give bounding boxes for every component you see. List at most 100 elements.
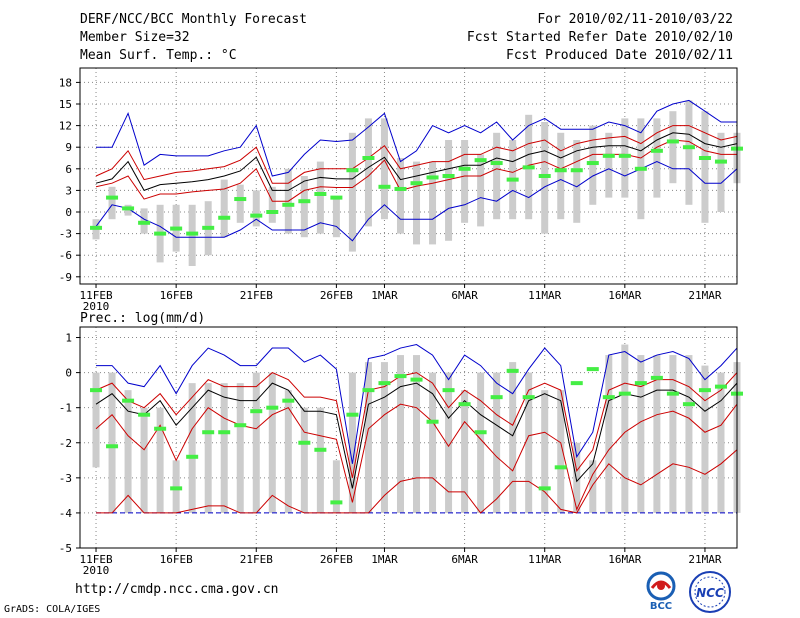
prec-median-mark bbox=[586, 367, 599, 372]
prec-range-bar bbox=[445, 372, 453, 513]
prec-median-mark bbox=[474, 430, 487, 435]
forecast-range: For 2010/02/11-2010/03/22 bbox=[537, 12, 733, 27]
temp-range-bar bbox=[557, 132, 565, 220]
prec-range-bar bbox=[413, 355, 421, 513]
temp-ytick-label: 0 bbox=[65, 206, 72, 219]
temp-range-bar bbox=[236, 184, 244, 223]
temp-range-bar bbox=[316, 161, 324, 234]
temp-median-mark bbox=[186, 231, 199, 236]
prec-range-bar bbox=[92, 372, 100, 468]
prec-median-mark bbox=[714, 384, 727, 389]
prec-median-mark bbox=[314, 447, 327, 452]
temp-median-mark bbox=[90, 225, 103, 230]
prec-median-mark bbox=[618, 391, 631, 396]
temp-xtick-label: 6MAR bbox=[451, 289, 478, 302]
prec-median-mark bbox=[234, 423, 247, 428]
prec-xtick-year: 2010 bbox=[83, 564, 110, 577]
prec-range-bar bbox=[541, 390, 549, 513]
temp-range-bar bbox=[669, 111, 677, 184]
temp-xtick-label: 21FEB bbox=[240, 289, 273, 302]
temp-range-bar bbox=[477, 154, 485, 227]
prec-median-mark bbox=[490, 395, 503, 400]
prec-frame bbox=[79, 326, 738, 549]
temp-ytick-label: 9 bbox=[65, 141, 72, 154]
source-url[interactable]: http://cmdp.ncc.cma.gov.cn bbox=[75, 582, 279, 597]
chart-title: DERF/NCC/BCC Monthly Forecast bbox=[80, 12, 307, 27]
temp-range-bar bbox=[396, 158, 404, 234]
temp-ytick-label: -6 bbox=[59, 249, 72, 262]
prec-range-bar bbox=[573, 442, 581, 513]
temp-range-bar bbox=[252, 190, 260, 227]
prec-median-mark bbox=[298, 440, 311, 445]
temp-range-bar bbox=[589, 125, 597, 205]
prec-range-bar bbox=[268, 372, 276, 513]
prec-median-mark bbox=[330, 500, 343, 505]
prec-ytick-label: 1 bbox=[65, 332, 72, 345]
prec-range-bar bbox=[477, 372, 485, 513]
prec-range-bar bbox=[332, 460, 340, 513]
prec-median-mark bbox=[186, 454, 199, 459]
temp-ytick-label: 15 bbox=[59, 98, 72, 111]
prec-median-mark bbox=[378, 381, 391, 386]
prec-ytick-label: -2 bbox=[59, 437, 72, 450]
temp-upper-line bbox=[95, 125, 738, 184]
temp-median-mark bbox=[538, 174, 551, 178]
start-date: Fcst Started Refer Date 2010/02/10 bbox=[466, 30, 733, 45]
prec-range-bar bbox=[236, 383, 244, 513]
temp-median-mark bbox=[586, 161, 599, 166]
prec-median-mark bbox=[570, 381, 583, 386]
temp-xtick-label: 1MAR bbox=[371, 289, 398, 302]
prec-ytick-label: -5 bbox=[59, 542, 72, 555]
temp-median-mark bbox=[458, 166, 471, 171]
prec-range-bar bbox=[124, 390, 132, 513]
prec-median-mark bbox=[154, 426, 167, 431]
temp-range-bar bbox=[573, 140, 581, 223]
temp-median-mark bbox=[714, 159, 727, 164]
temp-frame bbox=[79, 67, 738, 285]
ncc-logo-text: NCC bbox=[696, 586, 724, 600]
temp-median-mark bbox=[250, 213, 263, 218]
prec-median-mark bbox=[266, 405, 279, 410]
prec-median-mark bbox=[410, 377, 423, 382]
bcc-logo: BCC bbox=[646, 571, 676, 612]
prec-xtick-label: 11FEB bbox=[79, 553, 112, 566]
prec-median-mark bbox=[554, 465, 567, 470]
prec-median-mark bbox=[202, 430, 215, 435]
temp-median-mark bbox=[330, 195, 343, 200]
temp-range-bar bbox=[348, 132, 356, 252]
prec-median-mark bbox=[106, 444, 119, 449]
temp-median-mark bbox=[106, 195, 119, 200]
temp-range-bar bbox=[717, 132, 725, 212]
ncc-logo: NCC bbox=[689, 571, 731, 613]
prec-xtick-label: 6MAR bbox=[451, 553, 478, 566]
temp-median-mark bbox=[378, 184, 391, 189]
temp-median-mark bbox=[474, 158, 487, 163]
prec-range-bar bbox=[685, 355, 693, 513]
prec-median-mark bbox=[250, 409, 263, 414]
temp-range-bar bbox=[380, 118, 388, 220]
prec-range-bar bbox=[348, 372, 356, 513]
prec-range-bar bbox=[220, 383, 228, 513]
temp-xtick-label: 16MAR bbox=[608, 289, 641, 302]
prec-ytick-label: 0 bbox=[65, 367, 72, 380]
temp-ytick-label: -3 bbox=[59, 228, 72, 241]
temp-range-bar bbox=[493, 132, 501, 220]
temp-median-mark bbox=[218, 215, 231, 220]
temp-range-bar bbox=[300, 176, 308, 238]
temp-median-mark bbox=[394, 186, 407, 191]
prec-xtick-label: 1MAR bbox=[371, 553, 398, 566]
prec-median-mark bbox=[122, 398, 135, 403]
prec-range-bar bbox=[204, 383, 212, 513]
temp-median-mark bbox=[570, 168, 583, 173]
prec-median-mark bbox=[458, 402, 471, 407]
temp-median-mark bbox=[426, 175, 439, 180]
prec-median-mark bbox=[442, 388, 455, 393]
temp-range-bar bbox=[685, 100, 693, 205]
prec-median-mark bbox=[602, 395, 615, 400]
prec-median-mark bbox=[282, 398, 295, 403]
prec-range-bar bbox=[156, 407, 164, 513]
prec-range-bar bbox=[140, 407, 148, 513]
temp-median-mark bbox=[554, 168, 567, 173]
prec-ytick-label: -3 bbox=[59, 472, 72, 485]
prec-median-mark bbox=[90, 388, 103, 393]
